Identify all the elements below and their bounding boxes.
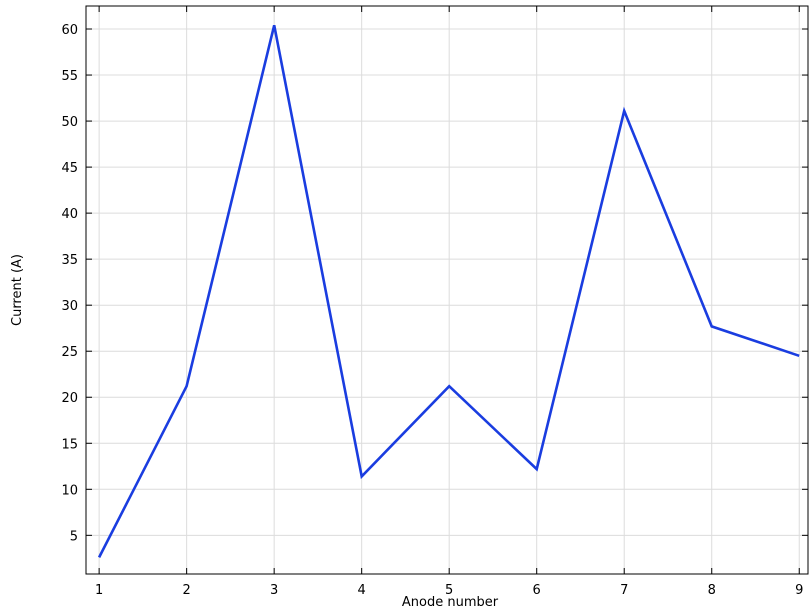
y-axis-title: Current (A) [10,254,25,326]
y-tick-label: 10 [61,483,78,498]
x-tick-label: 4 [358,583,366,598]
y-tick-label: 25 [61,345,78,360]
y-tick-label: 15 [61,437,78,452]
x-tick-label: 7 [620,583,628,598]
x-tick-label: 6 [533,583,541,598]
x-tick-label: 9 [795,583,803,598]
y-tick-label: 60 [61,23,78,38]
grid-layer [86,6,808,574]
y-tick-label: 20 [61,391,78,406]
x-axis-title: Anode number [402,595,499,610]
series-layer [97,24,800,558]
plot-frame [85,5,809,575]
y-tick-label: 50 [61,115,78,130]
x-tick-label: 3 [270,583,278,598]
x-tick-label: 2 [183,583,191,598]
x-tick-label: 1 [95,583,103,598]
series-line [97,24,800,558]
y-tick-label: 55 [61,69,78,84]
x-tick-label: 8 [708,583,716,598]
y-tick-label: 40 [61,207,78,222]
y-tick-label: 45 [61,161,78,176]
y-tick-label: 5 [70,529,78,544]
y-tick-label: 30 [61,299,78,314]
x-tick-label: 5 [445,583,453,598]
tick-layer [86,6,808,574]
y-tick-label: 35 [61,253,78,268]
